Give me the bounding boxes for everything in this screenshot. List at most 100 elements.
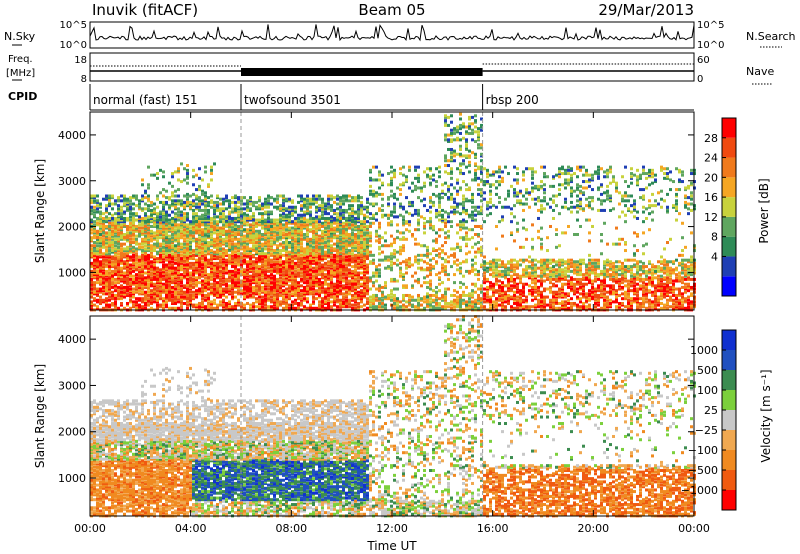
heatmap-cell <box>321 250 324 254</box>
heatmap-cell <box>357 208 360 212</box>
heatmap-cell <box>243 277 246 281</box>
heatmap-cell <box>405 220 408 224</box>
heatmap-cell <box>144 212 147 216</box>
heatmap-cell <box>120 250 123 254</box>
heatmap-cell <box>294 241 297 245</box>
heatmap-cell <box>156 268 159 272</box>
heatmap-cell <box>171 301 174 305</box>
heatmap-cell <box>225 290 228 294</box>
heatmap-cell <box>261 218 264 222</box>
heatmap-cell <box>174 274 177 278</box>
heatmap-cell <box>198 250 201 254</box>
heatmap-cell <box>369 221 372 225</box>
heatmap-cell <box>315 200 318 204</box>
heatmap-cell <box>90 236 93 240</box>
heatmap-cell <box>165 292 168 296</box>
heatmap-cell <box>120 216 123 220</box>
heatmap-cell <box>189 234 192 238</box>
heatmap-cell <box>183 200 186 204</box>
heatmap-cell <box>294 269 297 273</box>
heatmap-cell <box>171 257 174 261</box>
heatmap-cell <box>114 255 117 259</box>
heatmap-cell <box>264 297 267 301</box>
heatmap-cell <box>252 226 255 230</box>
heatmap-cell <box>213 298 216 302</box>
heatmap-cell <box>423 184 426 188</box>
heatmap-cell <box>312 279 315 283</box>
heatmap-cell <box>162 277 165 281</box>
heatmap-cell <box>219 290 222 294</box>
heatmap-cell <box>297 293 300 297</box>
heatmap-cell <box>336 224 339 228</box>
heatmap-cell <box>159 250 162 254</box>
heatmap-cell <box>207 276 210 280</box>
heatmap-cell <box>177 218 180 222</box>
heatmap-cell <box>231 216 234 220</box>
heatmap-cell <box>210 228 213 232</box>
heatmap-cell <box>249 265 252 269</box>
heatmap-cell <box>228 305 231 309</box>
heatmap-cell <box>246 216 249 220</box>
heatmap-cell <box>315 194 318 198</box>
heatmap-cell <box>414 271 417 275</box>
heatmap-cell <box>189 229 192 233</box>
heatmap-cell <box>294 289 297 293</box>
heatmap-cell <box>105 263 108 267</box>
heatmap-cell <box>336 202 339 206</box>
heatmap-cell <box>210 306 213 310</box>
heatmap-cell <box>156 252 159 256</box>
heatmap-cell <box>225 221 228 225</box>
heatmap-cell <box>369 260 372 264</box>
heatmap-cell <box>147 186 150 190</box>
heatmap-cell <box>159 292 162 296</box>
heatmap-cell <box>330 245 333 249</box>
heatmap-cell <box>261 295 264 299</box>
heatmap-cell <box>180 229 183 233</box>
heatmap-cell <box>330 255 333 259</box>
heatmap-cell <box>126 266 129 270</box>
heatmap-cell <box>258 287 261 291</box>
heatmap-cell <box>336 274 339 278</box>
heatmap-cell <box>123 202 126 206</box>
heatmap-cell <box>144 292 147 296</box>
heatmap-cell <box>324 202 327 206</box>
heatmap-cell <box>345 266 348 270</box>
heatmap-cell <box>168 218 171 222</box>
heatmap-cell <box>273 253 276 257</box>
heatmap-cell <box>348 226 351 230</box>
heatmap-cell <box>144 271 147 275</box>
heatmap-cell <box>177 273 180 277</box>
heatmap-cell <box>324 252 327 256</box>
heatmap-cell <box>213 223 216 227</box>
heatmap-cell <box>171 276 174 280</box>
heatmap-cell <box>135 228 138 232</box>
heatmap-cell <box>300 231 303 235</box>
heatmap-cell <box>186 253 189 257</box>
heatmap-cell <box>219 220 222 224</box>
heatmap-cell <box>237 241 240 245</box>
heatmap-cell <box>213 204 216 208</box>
heatmap-cell <box>96 194 99 198</box>
heatmap-cell <box>309 199 312 203</box>
heatmap-cell <box>96 260 99 264</box>
heatmap-cell <box>255 223 258 227</box>
heatmap-cell <box>219 233 222 236</box>
heatmap-cell <box>315 205 318 209</box>
heatmap-cell <box>225 282 228 286</box>
heatmap-cell <box>216 229 219 233</box>
heatmap-cell <box>111 244 114 248</box>
heatmap-cell <box>147 244 150 248</box>
heatmap-cell <box>159 253 162 257</box>
heatmap-cell <box>357 257 360 261</box>
heatmap-cell <box>129 277 132 281</box>
heatmap-cell <box>102 212 105 216</box>
heatmap-cell <box>144 249 147 253</box>
heatmap-cell <box>300 253 303 257</box>
heatmap-cell <box>120 279 123 283</box>
heatmap-cell <box>114 301 117 305</box>
heatmap-cell <box>303 216 306 220</box>
heatmap-cell <box>249 237 252 241</box>
heatmap-cell <box>105 241 108 245</box>
heatmap-cell <box>309 213 312 217</box>
heatmap-cell <box>135 234 138 238</box>
